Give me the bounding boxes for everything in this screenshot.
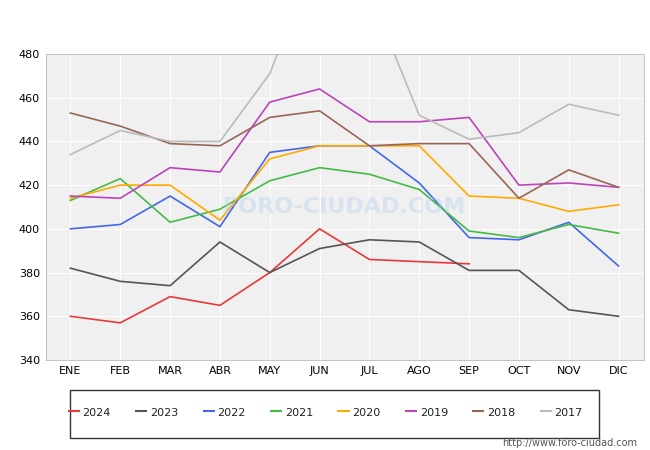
Text: 2024: 2024	[83, 408, 111, 418]
Text: 2018: 2018	[487, 408, 515, 418]
Text: 2023: 2023	[150, 408, 178, 418]
Text: 2021: 2021	[285, 408, 313, 418]
FancyBboxPatch shape	[70, 390, 599, 438]
Text: http://www.foro-ciudad.com: http://www.foro-ciudad.com	[502, 438, 637, 448]
Text: 2022: 2022	[217, 408, 246, 418]
Text: 2017: 2017	[554, 408, 583, 418]
Text: Afiliados en Cheles a 30/9/2024: Afiliados en Cheles a 30/9/2024	[182, 11, 468, 29]
Text: FORO-CIUDAD.COM: FORO-CIUDAD.COM	[224, 197, 465, 217]
Text: 2020: 2020	[352, 408, 380, 418]
Text: 2019: 2019	[420, 408, 448, 418]
